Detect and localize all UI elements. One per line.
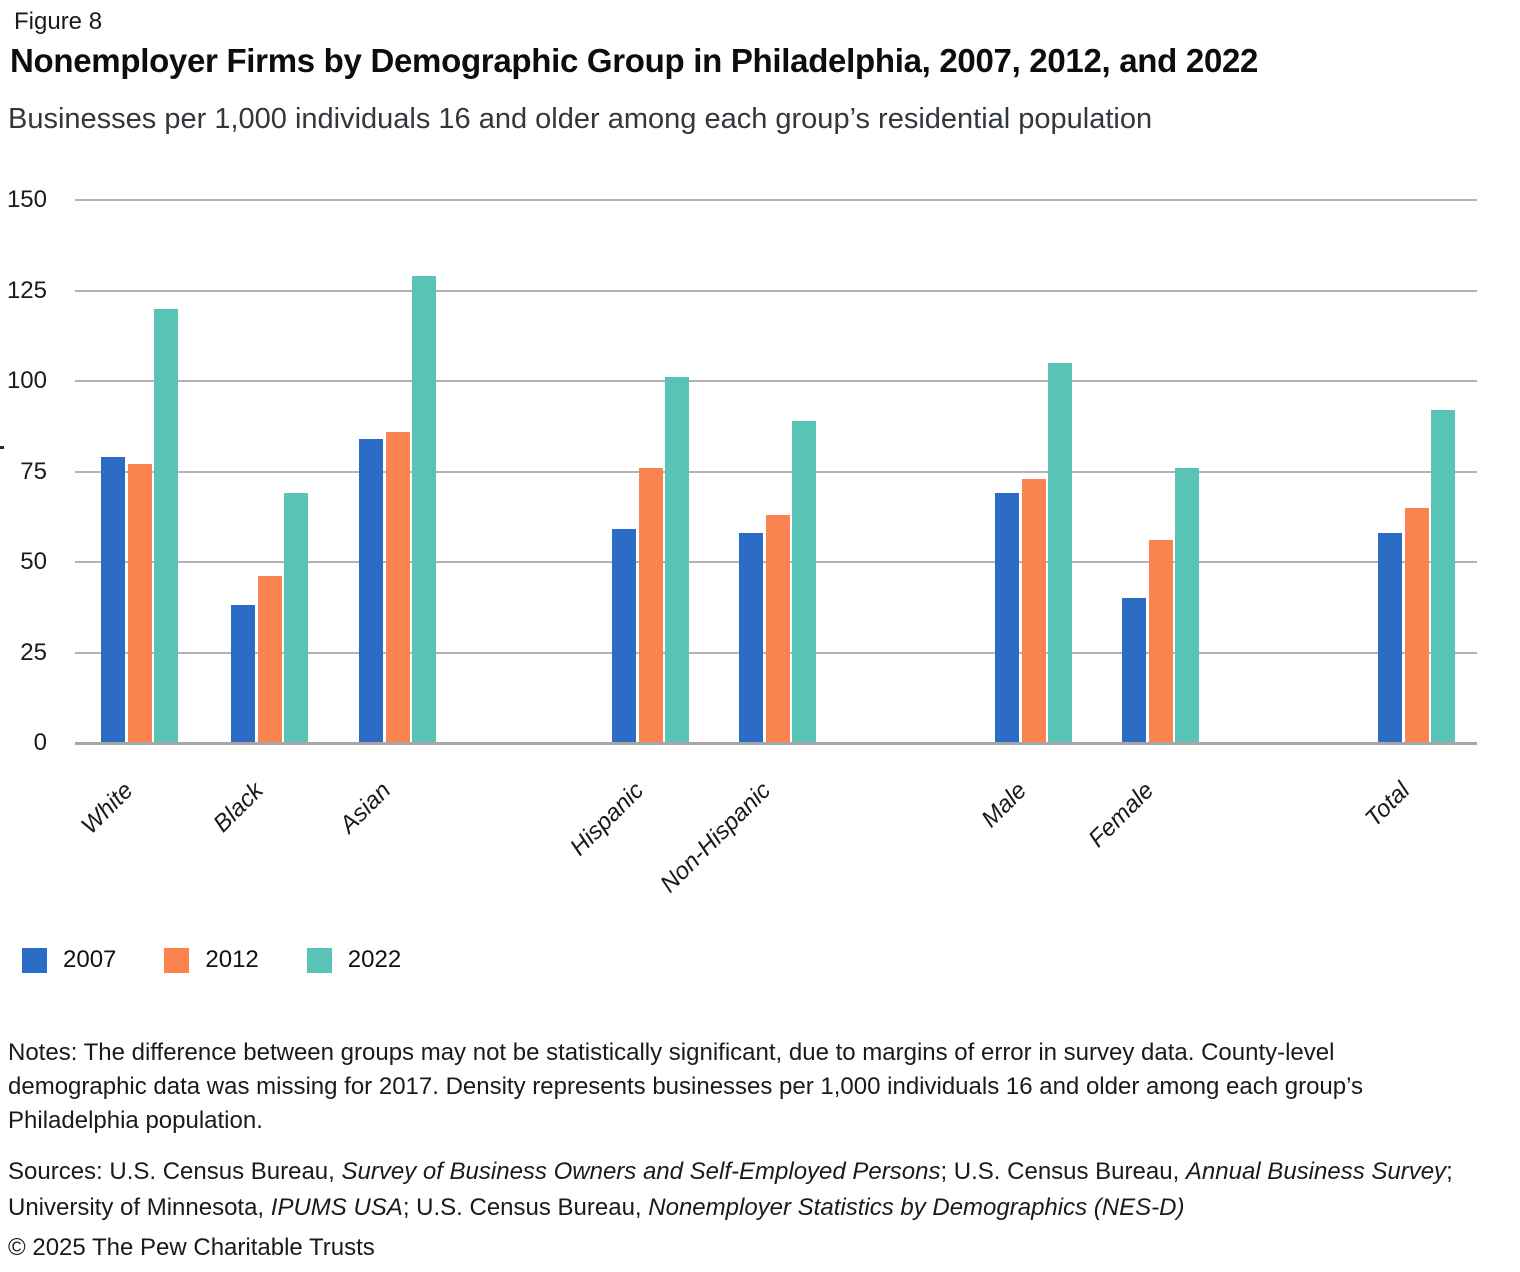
bar-2007-black	[231, 605, 255, 744]
bar-2012-black	[257, 576, 282, 744]
y-tick-label-25: 25	[20, 638, 47, 666]
gridline-100	[75, 380, 1477, 382]
bar-2007-non-hispanic	[739, 533, 763, 744]
y-tick-label-100: 100	[6, 367, 47, 394]
source-text: Sources: U.S. Census Bureau,	[8, 1158, 342, 1185]
legend: 2007 2012 2022	[22, 946, 401, 974]
bar-2022-black	[284, 493, 308, 744]
x-label-black: Black	[208, 777, 269, 838]
y-tick-label-125: 125	[6, 276, 47, 304]
bar-2007-hispanic	[612, 529, 636, 744]
x-label-hispanic: Hispanic	[565, 777, 650, 862]
bar-2007-total	[1378, 533, 1402, 744]
bar-2007-female	[1122, 598, 1146, 744]
x-label-male: Male	[976, 777, 1033, 833]
source-title: Survey of Business Owners and Self-Emplo…	[341, 1158, 941, 1185]
gridline-75	[75, 470, 1477, 473]
bar-2012-female	[1148, 540, 1173, 744]
legend-swatch-2007	[22, 947, 47, 973]
chart-title: Nonemployer Firms by Demographic Group i…	[10, 42, 1259, 79]
source-title: IPUMS USA	[270, 1194, 403, 1221]
bar-2012-asian	[385, 431, 410, 744]
bar-2022-white	[154, 308, 178, 744]
x-label-total: Total	[1360, 777, 1416, 833]
bar-2022-non-hispanic	[792, 420, 816, 744]
notes: Notes: The difference between groups may…	[8, 1039, 1364, 1134]
source-title: Nonemployer Statistics by Demographics (…	[648, 1194, 1185, 1221]
gridline-125	[75, 289, 1477, 292]
legend-label-2022: 2022	[347, 946, 402, 973]
bar-2007-male	[995, 493, 1019, 744]
bar-2012-white	[127, 464, 152, 744]
legend-item-2007: 2007	[22, 946, 116, 974]
y-tick-label-50: 50	[20, 548, 47, 575]
copyright: © 2025 The Pew Charitable Trusts	[8, 1234, 375, 1261]
grouped-bar-chart: 0 25 50 75 100 125 150 White Black Asian Hispanic N…	[0, 186, 1477, 898]
legend-swatch-2022	[306, 947, 332, 973]
source-title: Annual Business Survey	[1185, 1158, 1447, 1185]
y-tick-label-150: 150	[6, 186, 47, 213]
x-label-white: White	[76, 777, 139, 840]
x-axis-line	[75, 741, 1477, 745]
bar-2012-non-hispanic	[765, 514, 790, 744]
bar-2007-asian	[359, 438, 383, 744]
bar-2022-hispanic	[665, 377, 689, 744]
source-text: ; University of Minnesota,	[8, 1158, 1453, 1221]
bar-2012-hispanic	[638, 467, 663, 744]
source-text: ; U.S. Census Bureau,	[402, 1194, 649, 1221]
source-text: ; U.S. Census Bureau,	[940, 1158, 1186, 1185]
x-label-non-hispanic: Non-Hispanic	[655, 777, 777, 898]
bar-2022-asian	[412, 276, 436, 744]
sources: Sources: U.S. Census Bureau, Survey of B…	[8, 1154, 1498, 1226]
x-label-female: Female	[1083, 777, 1160, 853]
bar-2007-white	[101, 457, 125, 744]
bar-2022-female	[1175, 467, 1199, 744]
bar-2022-total	[1431, 409, 1455, 744]
legend-label-2012: 2012	[205, 946, 259, 973]
legend-label-2007: 2007	[63, 946, 117, 973]
gridline-150	[75, 199, 1477, 201]
y-tick-label-75: 75	[20, 457, 47, 485]
bar-2012-total	[1404, 507, 1429, 744]
bar-2012-male	[1021, 478, 1046, 744]
legend-item-2012: 2012	[164, 946, 259, 974]
legend-item-2022: 2022	[306, 946, 402, 974]
bar-2022-male	[1048, 362, 1072, 744]
y-axis-label-stub	[0, 446, 4, 449]
x-label-asian: Asian	[335, 777, 397, 839]
figure-label: Figure 8	[14, 8, 103, 35]
legend-swatch-2012	[164, 947, 190, 973]
chart-subtitle: Businesses per 1,000 individuals 16 and …	[8, 103, 1153, 135]
y-tick-label-0: 0	[33, 729, 47, 756]
